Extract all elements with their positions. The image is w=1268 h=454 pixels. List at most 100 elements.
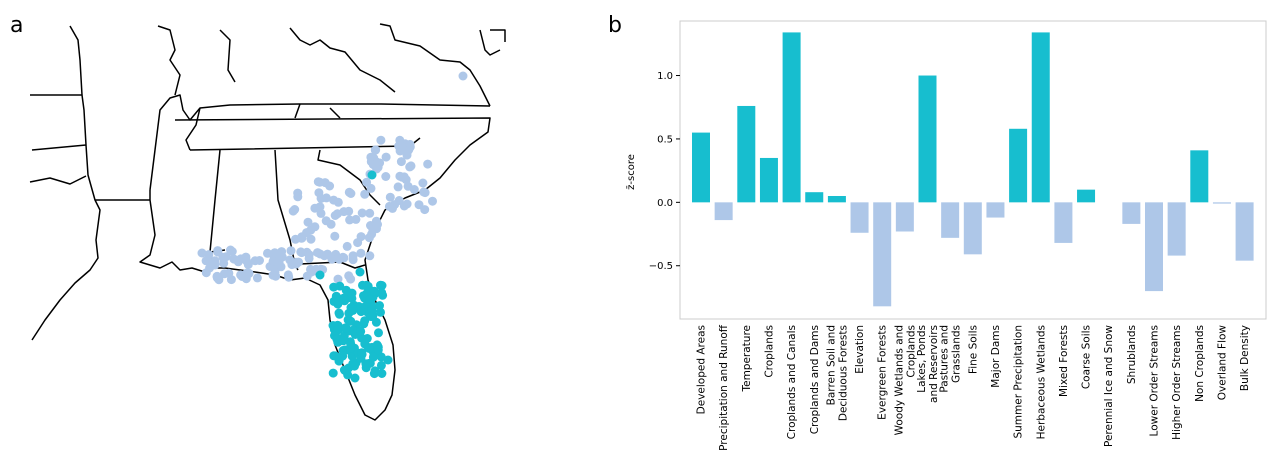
site-point [374,328,383,338]
site-point [219,269,229,279]
bar [1167,202,1186,256]
bar [805,192,824,203]
site-point [226,245,235,255]
site-point [406,161,416,171]
site-point [366,312,376,322]
x-tick-label: Summer Precipitation [1013,325,1025,439]
site-point [356,232,366,242]
site-point [365,251,375,261]
site-point [350,361,359,371]
site-point [376,135,386,145]
site-point [339,293,349,303]
bars [692,32,1254,307]
site-point [365,294,375,304]
x-tick-label: Herbaceous Wetlands [1035,325,1047,439]
site-point [210,260,220,270]
site-point [333,197,343,207]
x-tick-label: Croplands and Dams [809,325,821,434]
x-tick-label: Evergreen Forests [877,325,889,420]
site-point [423,159,433,169]
site-point [213,247,223,257]
x-tick-label: Deciduous Forests [837,325,849,421]
bar-chart-panel: b z̄-score −0.5 0.0 0.5 1.0 Developed Areas… [608,13,1267,451]
panel-label-a: a [10,13,23,38]
x-tick-label: and Reservoirs [928,325,940,403]
site-point [399,201,409,211]
site-point [357,208,367,218]
site-point [395,135,405,145]
bar [918,75,937,203]
bar [1031,32,1050,203]
site-point [368,352,378,362]
site-point [291,259,301,269]
site-point [315,202,325,212]
site-point [270,248,280,258]
site-point [420,205,430,215]
x-tick-labels: Developed Areas Precipitation and Runoff T… [696,324,1252,451]
site-point [377,281,387,290]
site-point [375,301,384,311]
site-point [348,255,358,265]
site-point [204,250,214,260]
x-tick-label: Croplands [763,325,775,378]
site-point [396,157,406,167]
site-point [420,188,430,198]
site-point [326,219,336,229]
bar [827,195,846,203]
site-point [339,207,349,217]
site-point [360,316,370,326]
site-point [384,201,394,211]
x-tick-label: Coarse Soils [1081,325,1093,389]
x-tick-label: Barren Soil and [825,325,837,405]
site-point [383,355,393,365]
site-point [372,224,381,234]
x-tick-label: Grasslands [951,325,963,383]
site-point [330,231,340,241]
y-tick-label: 0.5 [657,134,673,145]
site-point [242,256,251,266]
bar [986,202,1005,218]
site-point [346,339,356,349]
site-point [288,206,298,216]
site-point [373,345,383,355]
x-tick-label: Croplands and Canals [786,325,798,439]
site-point [395,171,405,181]
x-tick-label: Croplands [905,325,917,378]
site-point [362,177,372,187]
site-point [356,326,366,336]
x-tick-label: Major Dams [990,325,1002,388]
site-point [339,365,349,375]
site-point [338,252,348,262]
site-point [369,286,379,296]
site-point [316,208,326,218]
plot-frame [679,20,1267,320]
site-point [376,360,386,370]
site-point [338,336,348,346]
site-point [330,211,340,220]
site-point [381,152,391,162]
site-point [346,316,356,326]
bar [782,32,801,203]
x-tick-label: Fine Soils [967,325,979,374]
site-point [418,178,428,188]
x-tick-label: Temperature [741,325,753,393]
site-point [313,248,322,258]
site-point [252,273,262,283]
site-point [385,192,395,202]
site-point [376,352,386,362]
x-tick-label: Higher Order Streams [1171,325,1183,440]
site-point [263,248,272,258]
site-point [377,288,387,297]
site-point [327,254,337,264]
site-point [250,256,260,266]
bar [895,202,914,232]
bar [850,202,869,233]
site-point [328,368,338,378]
site-point [197,248,207,258]
bar [1122,202,1141,224]
site-point [296,247,306,257]
site-point [376,307,385,317]
y-tick-label: 1.0 [657,71,673,82]
bar [737,105,756,203]
x-tick-label: Elevation [854,325,866,374]
